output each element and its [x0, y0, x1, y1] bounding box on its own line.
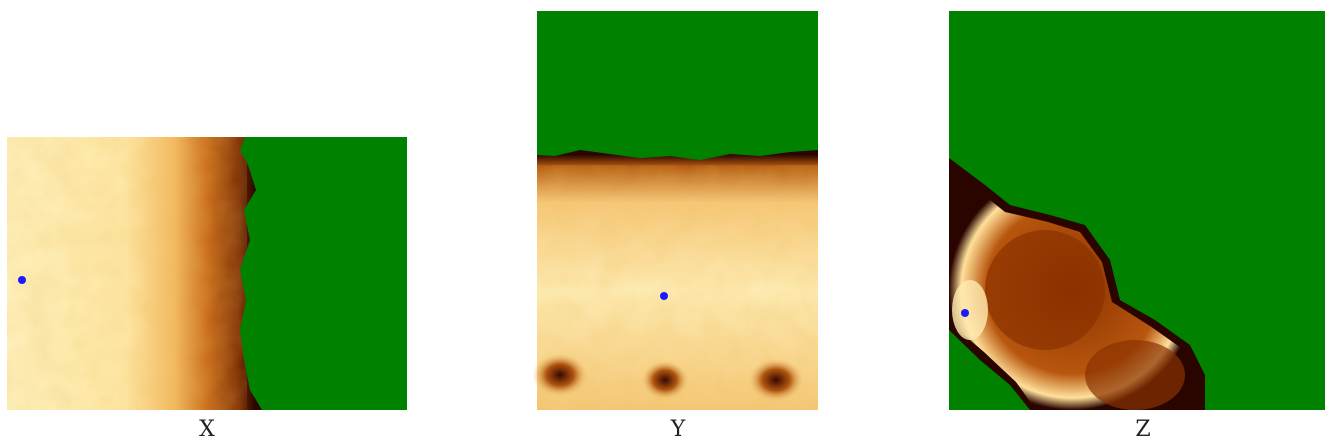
- slices-figure: X Y Z: [0, 0, 1325, 444]
- panel-label: X: [199, 417, 215, 442]
- light-region: [952, 280, 988, 340]
- dark-spot: [748, 358, 804, 402]
- dark-core: [985, 230, 1105, 350]
- panel-label: Z: [1135, 417, 1150, 442]
- panel-label: Y: [670, 417, 686, 442]
- marker: [660, 292, 668, 300]
- panel-x: [7, 137, 407, 410]
- green-region: [537, 11, 818, 160]
- panel-z: [949, 11, 1325, 410]
- dark-spot: [641, 360, 689, 400]
- dark-spot: [532, 353, 588, 397]
- marker: [961, 309, 969, 317]
- texture: [7, 137, 247, 410]
- panel-y: [532, 11, 818, 410]
- dark-core: [1085, 340, 1185, 410]
- marker: [18, 276, 26, 284]
- green-region: [240, 137, 407, 410]
